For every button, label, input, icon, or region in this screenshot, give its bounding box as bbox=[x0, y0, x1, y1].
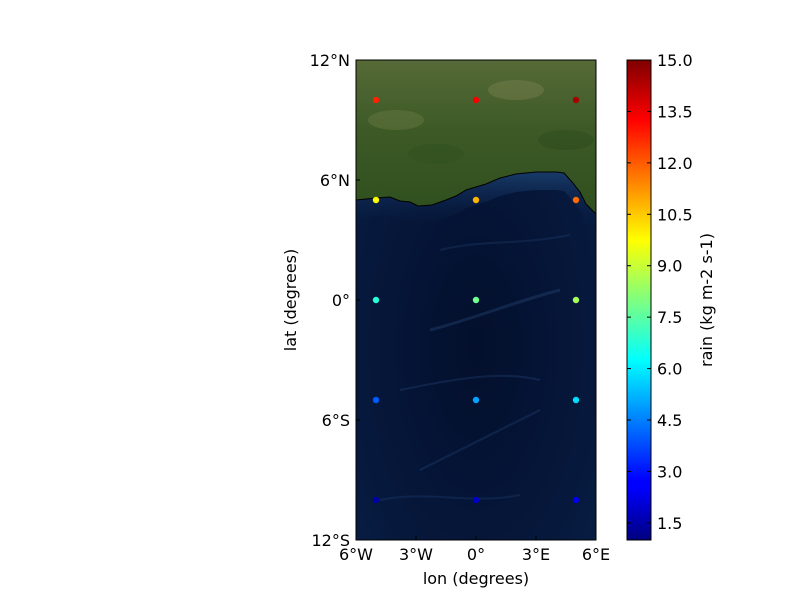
data-point bbox=[372, 296, 380, 304]
land-texture-patch bbox=[538, 130, 594, 150]
data-point bbox=[372, 96, 380, 104]
colorbar-tick-label: 6.0 bbox=[657, 360, 682, 379]
colorbar-tick-label: 7.5 bbox=[657, 308, 682, 327]
data-point bbox=[372, 496, 380, 504]
colorbar-tick-label: 13.5 bbox=[657, 102, 693, 121]
data-point bbox=[372, 396, 380, 404]
x-tick-label: 0° bbox=[467, 545, 485, 564]
colorbar-ticks: 1.5 3.0 4.5 6.0 7.5 9.0 10.5 12.0 13.5 15.0 bbox=[627, 51, 693, 533]
y-tick-label: 12°S bbox=[311, 531, 350, 550]
land-texture-patch bbox=[408, 144, 464, 164]
colorbar-tick-label: 12.0 bbox=[657, 154, 693, 173]
x-axis: 6°W 3°W 0° 3°E 6°E bbox=[339, 536, 610, 564]
land-texture-patch bbox=[488, 80, 544, 100]
data-point bbox=[472, 396, 480, 404]
colorbar-gradient bbox=[626, 59, 652, 541]
y-tick-label: 6°N bbox=[320, 171, 350, 190]
y-tick-label: 0° bbox=[332, 291, 350, 310]
land-area bbox=[356, 60, 596, 214]
data-point bbox=[472, 96, 480, 104]
colorbar-tick-label: 4.5 bbox=[657, 411, 682, 430]
data-point bbox=[572, 96, 580, 104]
x-tick-label: 6°W bbox=[339, 545, 373, 564]
colorbar-tick-label: 15.0 bbox=[657, 51, 693, 70]
data-point bbox=[472, 496, 480, 504]
colorbar-label: rain (kg m-2 s-1) bbox=[697, 233, 716, 367]
data-point bbox=[572, 296, 580, 304]
land-texture-patch bbox=[368, 110, 424, 130]
coastline bbox=[356, 171, 596, 215]
data-point bbox=[472, 296, 480, 304]
colorbar-tick-label: 10.5 bbox=[657, 205, 693, 224]
x-axis-label: lon (degrees) bbox=[423, 569, 529, 588]
y-tick-label: 6°S bbox=[322, 411, 350, 430]
land-polygon bbox=[356, 60, 596, 214]
colorbar-tick-label: 1.5 bbox=[657, 514, 682, 533]
ocean-texture bbox=[379, 234, 571, 501]
colorbar-tick-label: 9.0 bbox=[657, 257, 682, 276]
data-point bbox=[572, 496, 580, 504]
data-point bbox=[572, 396, 580, 404]
colorbar-tick-label: 3.0 bbox=[657, 462, 682, 481]
map-area bbox=[356, 60, 596, 540]
data-points bbox=[372, 96, 580, 504]
y-axis-label: lat (degrees) bbox=[281, 249, 300, 352]
data-point bbox=[472, 196, 480, 204]
x-tick-label: 6°E bbox=[582, 545, 610, 564]
data-point bbox=[572, 196, 580, 204]
y-axis: 12°N 6°N 0° 6°S 12°S bbox=[310, 51, 360, 550]
x-tick-label: 3°E bbox=[522, 545, 550, 564]
data-point bbox=[372, 196, 380, 204]
x-tick-label: 3°W bbox=[399, 545, 433, 564]
y-tick-label: 12°N bbox=[310, 51, 350, 70]
colorbar: 1.5 3.0 4.5 6.0 7.5 9.0 10.5 12.0 13.5 15.0 rain … bbox=[626, 51, 716, 541]
